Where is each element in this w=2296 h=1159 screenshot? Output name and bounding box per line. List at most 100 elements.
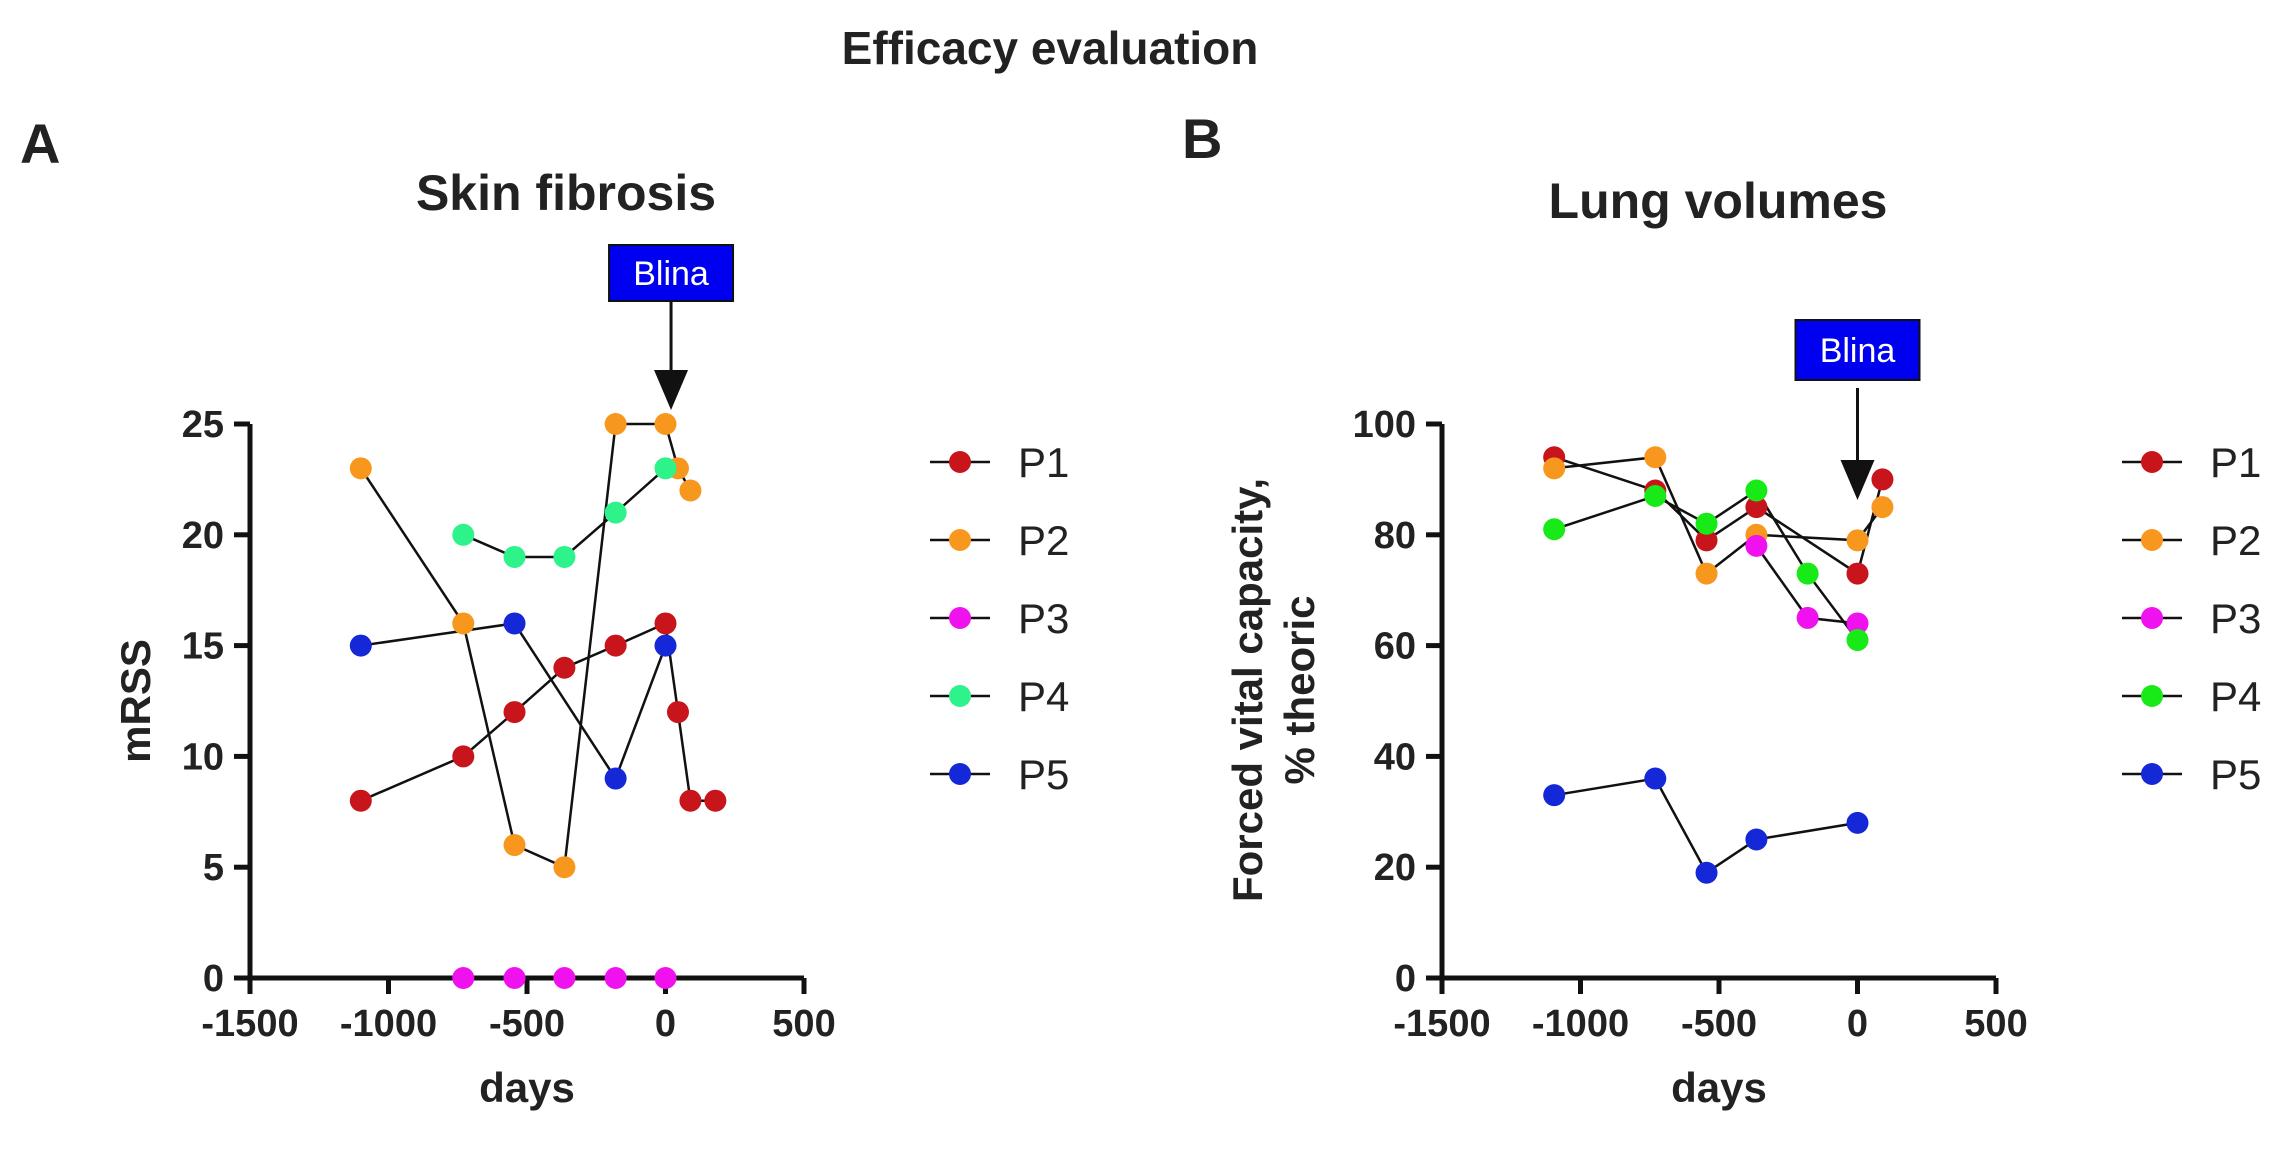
data-point-p1 bbox=[666, 701, 689, 724]
data-point-p2 bbox=[654, 413, 677, 435]
chart-title: Lung volumes bbox=[1549, 173, 1888, 229]
panel-letter-a: A bbox=[20, 112, 60, 175]
x-tick-label: 0 bbox=[655, 1003, 676, 1045]
data-point-p2 bbox=[1695, 562, 1718, 585]
y-tick-label: 15 bbox=[182, 626, 224, 668]
series-line-p1 bbox=[1553, 456, 1884, 576]
annotation-arrow-head bbox=[654, 370, 689, 410]
data-point-p2 bbox=[1846, 529, 1869, 552]
series-line-p5 bbox=[360, 622, 667, 782]
data-point-p1 bbox=[654, 612, 677, 635]
data-point-p5 bbox=[1695, 861, 1718, 884]
legend-label-p5: P5 bbox=[2210, 751, 2261, 798]
legend-marker-p4 bbox=[2141, 685, 2163, 707]
legend-label-p3: P3 bbox=[1018, 595, 1069, 642]
y-tick-label: 10 bbox=[182, 736, 224, 778]
legend-marker-p3 bbox=[2141, 607, 2163, 629]
data-point-p2 bbox=[679, 479, 702, 502]
chart-panel-skin-fibrosis: Skin fibrosis -1500 -1000 -500 0 500 0 5 10 15 20 2… bbox=[112, 165, 1069, 1111]
data-point-p1 bbox=[604, 634, 627, 657]
y-tick-label: 5 bbox=[203, 847, 224, 889]
series-line-p4 bbox=[462, 467, 667, 559]
legend-marker-p2 bbox=[949, 529, 971, 551]
data-point-p3 bbox=[503, 967, 526, 989]
annotation-arrow-head bbox=[1840, 460, 1875, 500]
chart-title: Skin fibrosis bbox=[416, 165, 716, 221]
data-point-p5 bbox=[1543, 784, 1566, 807]
figure-title: Efficacy evaluation bbox=[842, 22, 1259, 74]
legend-label-p1: P1 bbox=[1018, 439, 1069, 486]
data-point-p5 bbox=[1644, 767, 1667, 790]
data-point-p1 bbox=[1695, 529, 1718, 552]
data-point-p1 bbox=[1846, 562, 1869, 585]
y-axis-label-line: % theoric bbox=[1276, 595, 1323, 784]
x-tick-label: -1500 bbox=[1393, 1003, 1490, 1045]
data-point-p3 bbox=[1745, 534, 1768, 557]
panel-letter-b: B bbox=[1182, 107, 1222, 170]
data-point-p3 bbox=[452, 967, 475, 989]
legend-label-p3: P3 bbox=[2210, 595, 2261, 642]
x-axis-label: days bbox=[479, 1064, 575, 1111]
y-axis-label: Forced vital capacity,% theoric bbox=[1224, 478, 1323, 902]
annotation-label: Blina bbox=[1820, 332, 1896, 370]
data-point-p2 bbox=[349, 457, 372, 480]
annotation-label: Blina bbox=[633, 255, 709, 293]
data-point-p3 bbox=[654, 967, 677, 989]
data-point-p1 bbox=[1745, 496, 1768, 519]
data-point-p3 bbox=[1846, 612, 1869, 635]
legend-marker-p5 bbox=[2141, 763, 2163, 785]
data-point-p1 bbox=[1871, 468, 1894, 491]
legend-marker-p5 bbox=[949, 763, 971, 785]
x-tick-label: -1500 bbox=[201, 1003, 298, 1045]
data-point-p5 bbox=[503, 612, 526, 635]
legend-label-p5: P5 bbox=[1018, 751, 1069, 798]
data-point-p5 bbox=[1846, 811, 1869, 834]
y-axis-label-line: Forced vital capacity, bbox=[1224, 478, 1271, 902]
data-point-p4 bbox=[654, 457, 677, 480]
series-line-p5 bbox=[1553, 777, 1858, 875]
x-tick-label: -1000 bbox=[1532, 1003, 1629, 1045]
data-point-p1 bbox=[679, 789, 702, 812]
legend-label-p2: P2 bbox=[1018, 517, 1069, 564]
data-point-p5 bbox=[1745, 828, 1768, 851]
data-point-p4 bbox=[1695, 512, 1718, 535]
data-point-p3 bbox=[1796, 606, 1819, 629]
annotation-box bbox=[1794, 319, 1921, 381]
legend-marker-p3 bbox=[949, 607, 971, 629]
data-point-p2 bbox=[1543, 457, 1566, 480]
y-tick-label: 0 bbox=[1395, 958, 1416, 1000]
data-point-p2 bbox=[1871, 496, 1894, 519]
x-tick-label: 500 bbox=[772, 1003, 835, 1045]
data-point-p4 bbox=[1846, 629, 1869, 652]
legend-label-p4: P4 bbox=[2210, 673, 2261, 720]
y-tick-label: 20 bbox=[1374, 847, 1416, 889]
data-point-p5 bbox=[604, 767, 627, 790]
data-point-p2 bbox=[1644, 446, 1667, 469]
y-axis-label: mRSS bbox=[112, 639, 159, 763]
data-point-p4 bbox=[452, 523, 475, 546]
y-tick-label: 40 bbox=[1374, 736, 1416, 778]
data-point-p2 bbox=[604, 413, 627, 435]
data-point-p2 bbox=[452, 612, 475, 635]
data-point-p5 bbox=[654, 634, 677, 657]
data-point-p3 bbox=[604, 967, 627, 989]
y-tick-label: 20 bbox=[182, 515, 224, 557]
x-tick-label: -500 bbox=[1681, 1003, 1757, 1045]
data-point-p4 bbox=[1745, 479, 1768, 502]
data-point-p4 bbox=[1796, 562, 1819, 585]
data-point-p5 bbox=[349, 634, 372, 657]
data-point-p4 bbox=[553, 545, 576, 568]
data-point-p4 bbox=[503, 545, 526, 568]
y-tick-label: 100 bbox=[1353, 404, 1416, 446]
legend-marker-p1 bbox=[949, 451, 971, 473]
x-axis-label: days bbox=[1671, 1064, 1767, 1111]
x-tick-label: 500 bbox=[1964, 1003, 2027, 1045]
data-point-p4 bbox=[1644, 485, 1667, 508]
legend-marker-p1 bbox=[2141, 451, 2163, 473]
legend-label-p2: P2 bbox=[2210, 517, 2261, 564]
legend-label-p1: P1 bbox=[2210, 439, 2261, 486]
data-point-p2 bbox=[503, 834, 526, 857]
data-point-p1 bbox=[349, 789, 372, 812]
data-point-p1 bbox=[452, 745, 475, 768]
